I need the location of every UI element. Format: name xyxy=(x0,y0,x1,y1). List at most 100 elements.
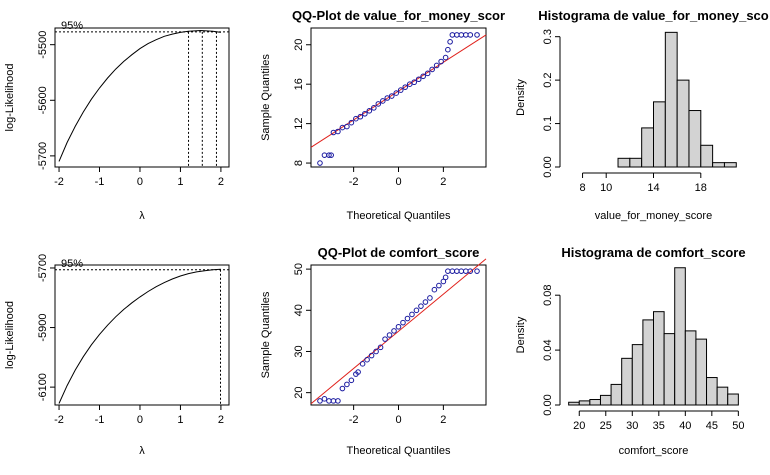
x-axis-label: Theoretical Quantiles xyxy=(347,445,451,457)
chart-title: Histograma de comfort_score xyxy=(561,245,745,260)
qq-point xyxy=(362,110,368,117)
qq-point xyxy=(411,79,418,86)
qq-point xyxy=(330,398,337,404)
x-tick-label: 25 xyxy=(600,420,612,432)
qq-point xyxy=(353,115,359,122)
x-tick-label: 2 xyxy=(440,176,446,188)
histogram-bar xyxy=(617,157,631,168)
histogram-bar xyxy=(629,157,643,168)
qq-point xyxy=(429,66,435,73)
qq-point xyxy=(445,46,451,53)
qq-point xyxy=(388,93,395,99)
qq-point xyxy=(458,268,465,274)
y-tick-label: 20 xyxy=(293,39,305,51)
plot-frame xyxy=(310,264,487,406)
qq-point xyxy=(409,311,415,318)
histogram-bar xyxy=(653,311,665,406)
y-tick-label: 30 xyxy=(293,345,305,357)
x-tick-label: 1 xyxy=(177,414,183,426)
qq-point xyxy=(335,398,341,404)
y-tick-label: -5900 xyxy=(37,313,49,341)
qq-point xyxy=(440,278,447,285)
histogram-bar xyxy=(684,330,697,406)
qq-point xyxy=(321,152,328,158)
x-tick-label: 1 xyxy=(177,176,183,188)
x-tick-label: 45 xyxy=(706,420,718,432)
qq-point xyxy=(326,152,332,158)
histogram-bar xyxy=(642,319,654,406)
x-tick-label: 20 xyxy=(573,420,585,432)
x-tick-label: 0 xyxy=(395,176,401,188)
y-tick-label: -6100 xyxy=(37,373,49,401)
qq-point xyxy=(321,396,328,402)
y-axis-label: Sample Quantiles xyxy=(260,291,272,378)
x-tick-label: -2 xyxy=(349,176,359,188)
qq-point xyxy=(449,268,456,274)
qq-point xyxy=(373,348,379,355)
x-tick-label: 14 xyxy=(647,182,659,194)
y-axis-label: Sample Quantiles xyxy=(260,54,272,141)
qq-point xyxy=(357,113,364,120)
qq-point xyxy=(458,32,465,38)
y-tick-label: 0.00 xyxy=(542,394,554,415)
x-axis-label: comfort_score xyxy=(619,445,689,457)
y-axis-label: log-Likelihood xyxy=(4,301,16,369)
x-tick-label: -2 xyxy=(54,414,64,426)
x-tick-label: 8 xyxy=(579,182,585,194)
y-tick-label: -5500 xyxy=(37,31,49,59)
plot-frame xyxy=(310,27,487,168)
qq-point xyxy=(420,73,426,80)
chart-title: Histograma de value_for_money_sco xyxy=(538,8,769,23)
qq-point xyxy=(474,32,480,38)
y-tick-label: -5700 xyxy=(37,254,49,282)
qq-point xyxy=(395,323,402,330)
histogram-bar xyxy=(688,110,702,168)
qq-point xyxy=(348,119,355,126)
histogram-bar xyxy=(706,377,718,406)
qq-point xyxy=(377,344,384,351)
y-tick-label: 50 xyxy=(293,263,305,275)
x-tick-label: -2 xyxy=(54,176,64,188)
x-tick-label: 0 xyxy=(137,176,143,188)
qq-point xyxy=(422,299,429,305)
qq-point xyxy=(433,62,440,69)
x-tick-label: 0 xyxy=(137,414,143,426)
histogram-bar xyxy=(716,386,729,406)
histogram-bar xyxy=(727,393,739,406)
histogram-bar xyxy=(568,401,580,406)
qq-point xyxy=(344,381,350,388)
qq-point xyxy=(344,123,350,130)
x-tick-label: 40 xyxy=(679,420,691,432)
histogram-bar xyxy=(621,357,633,406)
histogram-bar xyxy=(610,383,623,406)
qq-point xyxy=(368,352,375,359)
chart-title: QQ-Plot de value_for_money_scor xyxy=(292,8,505,23)
qq-point xyxy=(391,328,397,334)
loglik-curve xyxy=(58,268,221,404)
histogram-bar xyxy=(578,400,591,406)
qq-point xyxy=(445,268,451,274)
qq-point xyxy=(364,356,370,363)
qq-point xyxy=(328,152,334,158)
qq-point xyxy=(436,282,442,289)
qq-point xyxy=(393,90,400,96)
y-axis-label: Density xyxy=(515,316,527,353)
x-axis-label: value_for_money_score xyxy=(595,210,712,222)
histogram-bar xyxy=(723,162,737,168)
qq-point xyxy=(384,95,391,101)
histogram-bar xyxy=(676,79,690,168)
qq-point xyxy=(424,70,431,77)
qq-point xyxy=(348,377,355,384)
histogram-bar xyxy=(663,333,676,406)
y-axis-label: log-Likelihood xyxy=(4,64,16,132)
qq-point xyxy=(402,84,409,90)
qq-point xyxy=(467,268,474,274)
qq-point xyxy=(438,58,444,65)
y-tick-label: 40 xyxy=(293,304,305,316)
qq-point xyxy=(431,286,438,293)
plot-frame xyxy=(54,264,230,406)
ci-label: 95% xyxy=(61,20,83,32)
x-axis-label: λ xyxy=(139,445,145,457)
